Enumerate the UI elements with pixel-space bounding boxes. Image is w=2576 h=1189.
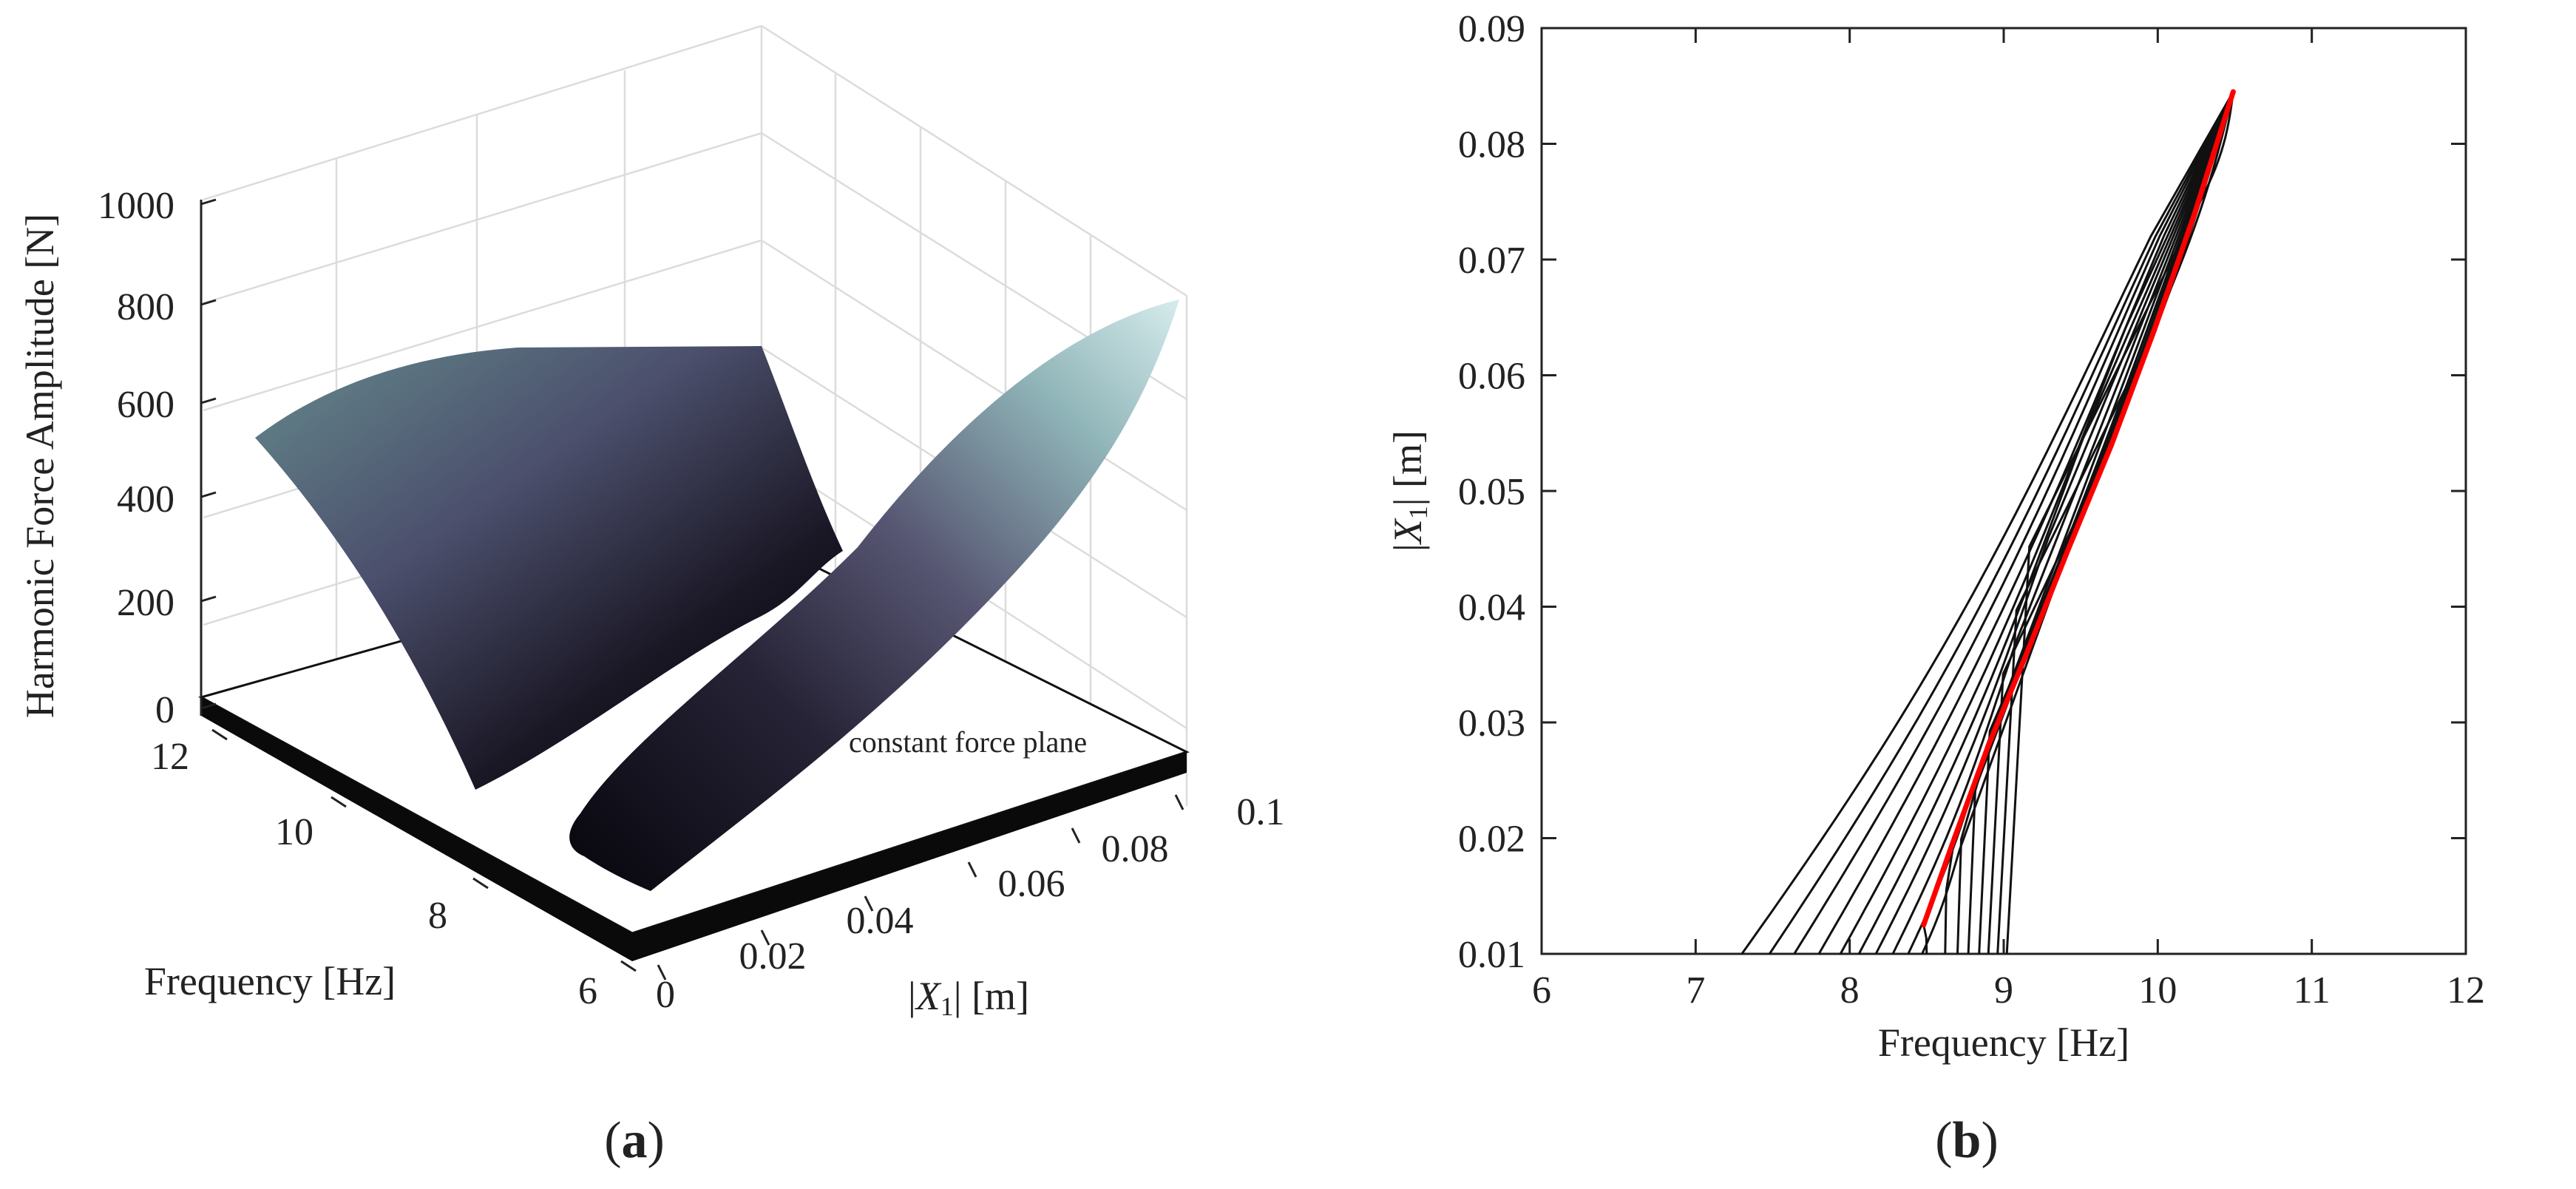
response-curve	[1857, 91, 2234, 955]
response-curve	[1891, 91, 2234, 955]
response-curve	[1741, 91, 2234, 955]
panel-b-plot-frame	[1540, 27, 2467, 955]
panel-b-response-curves	[1741, 91, 2234, 955]
panel-b-label: (b)	[1935, 1112, 1999, 1169]
y-tick-label: 0.09	[1458, 8, 1525, 50]
y-tick-label: 0.04	[1458, 587, 1525, 629]
frequency-tick-label: 6	[578, 970, 597, 1012]
frequency-axis-label: Frequency [Hz]	[144, 959, 396, 1003]
backbone-curve	[1921, 89, 2236, 928]
frequency-tick-label: 10	[275, 811, 313, 853]
z-axis-label: Harmonic Force Amplitude [N]	[18, 214, 62, 718]
y-tick-label: 0.01	[1458, 934, 1525, 976]
panel-b-y-ticks: 0.01 0.02 0.03 0.04 0.05 0.06 0.07 0.08 0.09	[1458, 8, 2466, 976]
response-curve	[1839, 91, 2234, 955]
z-tick-label: 200	[117, 582, 174, 624]
right-surface-sheet	[569, 299, 1179, 891]
frequency-axis: 12 10 8 6 Frequency [Hz]	[144, 728, 637, 1012]
response-curve	[1978, 91, 2234, 955]
response-curve	[2005, 91, 2234, 955]
y-tick-label: 0.06	[1458, 356, 1525, 398]
x1-axis-label: |X1| [m]	[908, 974, 1029, 1021]
x-tick-label: 11	[2294, 969, 2331, 1012]
y-tick-label: 0.02	[1458, 819, 1525, 861]
constant-force-plane-label: constant force plane	[849, 725, 1087, 759]
frequency-tick-label: 8	[428, 895, 447, 937]
panel-b-line-plot: 0.01 0.02 0.03 0.04 0.05 0.06 0.07 0.08 0.09 6 7 8…	[1386, 8, 2485, 1169]
x1-tick-label: 0.08	[1102, 828, 1169, 870]
panel-b-x-axis-label: Frequency [Hz]	[1878, 1020, 2129, 1065]
x1-tick-label: 0.02	[739, 935, 807, 978]
z-tick-label: 600	[117, 384, 174, 426]
panel-b-y-axis-label: |X1| [m]	[1386, 430, 1433, 552]
z-axis: 0 200 400 600 800 1000 Harmonic Force Am…	[18, 185, 217, 731]
z-tick-label: 0	[155, 689, 174, 731]
panel-b-x-ticks: 6 7 8 9 10 11 12	[1532, 28, 2485, 1012]
left-surface-sheet	[255, 346, 843, 790]
x1-axis: 0 0.02 0.04 0.06 0.08 0.1 |X1| [m]	[656, 791, 1285, 1021]
response-curve	[1817, 91, 2234, 955]
frequency-tick-label: 12	[151, 736, 189, 778]
response-curve	[1769, 91, 2234, 955]
x-tick-label: 9	[1994, 969, 2013, 1012]
x-tick-label: 10	[2138, 969, 2177, 1012]
response-curve	[1874, 91, 2234, 955]
panel-a-label: (a)	[604, 1112, 665, 1169]
z-tick-label: 800	[117, 286, 174, 328]
panel-a-surface-plot: 0 200 400 600 800 1000 Harmonic Force Am…	[18, 24, 1285, 1169]
x1-tick-label: 0.1	[1237, 791, 1285, 833]
x-tick-label: 6	[1532, 969, 1551, 1012]
y-tick-label: 0.07	[1458, 240, 1525, 282]
y-tick-label: 0.05	[1458, 471, 1525, 513]
y-tick-label: 0.03	[1458, 702, 1525, 745]
x-tick-label: 8	[1840, 969, 1860, 1012]
x1-tick-label: 0.06	[998, 863, 1065, 905]
z-tick-label: 400	[117, 478, 174, 521]
x1-tick-label: 0.04	[847, 900, 914, 942]
x-tick-label: 7	[1686, 969, 1705, 1012]
x-tick-label: 12	[2447, 969, 2485, 1012]
x1-tick-label: 0	[656, 974, 675, 1016]
z-tick-label: 1000	[98, 185, 174, 227]
response-curve	[1793, 91, 2234, 955]
y-tick-label: 0.08	[1458, 124, 1525, 166]
response-curve	[1921, 91, 2234, 955]
